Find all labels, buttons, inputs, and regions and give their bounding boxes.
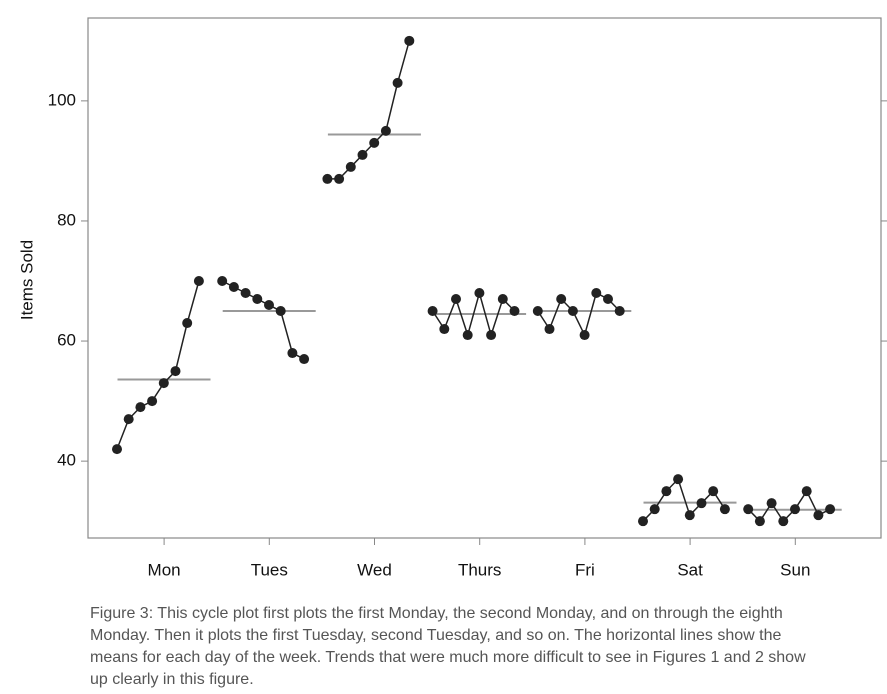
x-tick-label: Wed bbox=[357, 560, 392, 579]
point bbox=[264, 300, 274, 311]
point bbox=[813, 510, 824, 521]
point bbox=[579, 330, 590, 341]
point bbox=[287, 348, 298, 359]
plot-frame bbox=[87, 17, 882, 539]
point bbox=[135, 402, 146, 413]
point bbox=[509, 306, 520, 317]
point bbox=[754, 516, 765, 527]
point bbox=[497, 294, 508, 305]
point bbox=[123, 414, 134, 425]
point bbox=[556, 294, 567, 305]
point bbox=[193, 276, 204, 287]
point bbox=[649, 504, 660, 515]
point bbox=[801, 486, 812, 497]
day-line bbox=[642, 477, 726, 522]
point bbox=[661, 486, 672, 497]
point bbox=[614, 306, 625, 317]
x-tick-label: Sat bbox=[677, 560, 703, 579]
point bbox=[544, 324, 555, 335]
y-tick-label: 40 bbox=[57, 451, 76, 470]
point bbox=[603, 294, 613, 305]
point bbox=[112, 444, 122, 455]
y-tick-label: 80 bbox=[57, 210, 76, 229]
point bbox=[790, 504, 800, 515]
point bbox=[462, 330, 473, 341]
point bbox=[451, 294, 461, 305]
chart: Items Sold 40 60 80 100 Mon Tues Wed Thurs Fri Sa… bbox=[17, 17, 887, 579]
point bbox=[567, 306, 578, 317]
point bbox=[170, 366, 181, 377]
day-line bbox=[221, 280, 305, 360]
point bbox=[766, 498, 777, 509]
point bbox=[345, 161, 356, 172]
point bbox=[638, 516, 648, 527]
point bbox=[532, 306, 543, 317]
point bbox=[158, 378, 169, 389]
point bbox=[240, 288, 251, 299]
point bbox=[719, 504, 730, 515]
point bbox=[369, 137, 380, 148]
point bbox=[392, 77, 403, 88]
point bbox=[673, 474, 684, 485]
x-tick-label: Mon bbox=[148, 560, 181, 579]
x-tick-label: Tues bbox=[251, 560, 288, 579]
point bbox=[217, 276, 228, 287]
y-tick-label: 60 bbox=[57, 331, 76, 350]
point bbox=[380, 125, 391, 136]
point bbox=[147, 396, 158, 407]
point bbox=[275, 306, 286, 317]
point bbox=[486, 330, 497, 341]
point bbox=[696, 498, 707, 509]
point bbox=[228, 282, 239, 293]
point bbox=[684, 510, 695, 521]
point bbox=[334, 173, 345, 184]
y-axis-label: Items Sold bbox=[17, 240, 36, 320]
point bbox=[743, 504, 754, 515]
x-tick-label: Sun bbox=[780, 560, 810, 579]
point bbox=[299, 354, 310, 365]
day-line bbox=[327, 40, 411, 180]
point bbox=[825, 504, 836, 515]
day-line bbox=[431, 290, 516, 338]
caption: Figure 3: This cycle plot first plots th… bbox=[90, 605, 806, 688]
y-tick-label: 100 bbox=[48, 90, 76, 109]
point bbox=[322, 173, 333, 184]
point bbox=[778, 516, 789, 527]
point bbox=[357, 149, 368, 160]
x-tick-label: Thurs bbox=[458, 560, 501, 579]
point bbox=[708, 486, 719, 497]
point bbox=[427, 306, 438, 317]
point bbox=[252, 294, 263, 305]
point bbox=[474, 288, 485, 299]
point bbox=[591, 288, 602, 299]
point bbox=[182, 318, 193, 329]
x-tick-label: Fri bbox=[575, 560, 595, 579]
point bbox=[404, 35, 415, 46]
point bbox=[439, 324, 450, 335]
